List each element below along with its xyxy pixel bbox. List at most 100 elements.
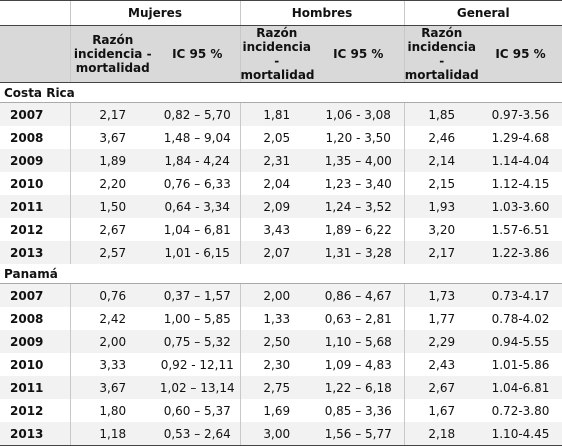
ci-cell: 1.10-4.45 bbox=[479, 422, 562, 446]
ratio-cell: 2,57 bbox=[69, 241, 155, 264]
ratio-cell: 2,18 bbox=[403, 422, 479, 446]
ratio-cell: 2,00 bbox=[239, 283, 313, 307]
ratio-cell: 3,20 bbox=[403, 218, 479, 241]
ratio-cell: 1,33 bbox=[239, 307, 313, 330]
sub-header-ratio: Razón incidencia - mortalidad bbox=[403, 25, 479, 83]
ratio-cell: 1,18 bbox=[69, 422, 155, 446]
ci-cell: 0.78-4.02 bbox=[479, 307, 562, 330]
ci-cell: 0,63 – 2,81 bbox=[313, 307, 404, 330]
ratio-cell: 1,80 bbox=[69, 399, 155, 422]
ci-cell: 1,23 – 3,40 bbox=[313, 172, 404, 195]
ci-cell: 1.01-5.86 bbox=[479, 353, 562, 376]
table-body: Costa Rica 2007 2,17 0,82 – 5,70 1,81 1,06 - … bbox=[0, 82, 562, 446]
ci-cell: 1,56 – 5,77 bbox=[313, 422, 404, 446]
ci-cell: 1,04 – 6,81 bbox=[155, 218, 240, 241]
ci-cell: 0.73-4.17 bbox=[479, 283, 562, 307]
ratio-cell: 2,31 bbox=[239, 149, 313, 172]
ci-cell: 1,02 – 13,14 bbox=[155, 376, 240, 399]
table-row: 2008 2,42 1,00 – 5,85 1,33 0,63 – 2,81 1,77 0.… bbox=[0, 307, 562, 330]
ci-cell: 0,53 – 2,64 bbox=[155, 422, 240, 446]
ci-cell: 0,92 - 12,11 bbox=[155, 353, 240, 376]
year-cell: 2011 bbox=[0, 376, 70, 399]
table-row: 2012 1,80 0,60 – 5,37 1,69 0,85 – 3,36 1,67 0.… bbox=[0, 399, 562, 422]
ratio-cell: 3,33 bbox=[69, 353, 155, 376]
table-row: 2009 1,89 1,84 - 4,24 2,31 1,35 – 4,00 2,14 1.… bbox=[0, 149, 562, 172]
sub-header-ic: IC 95 % bbox=[155, 25, 240, 83]
ratio-cell: 2,67 bbox=[403, 376, 479, 399]
year-cell: 2013 bbox=[0, 422, 70, 446]
ratio-cell: 1,89 bbox=[69, 149, 155, 172]
year-cell: 2009 bbox=[0, 149, 70, 172]
ci-cell: 0,76 – 6,33 bbox=[155, 172, 240, 195]
ci-cell: 1,20 - 3,50 bbox=[313, 126, 404, 149]
group-header-hombres: Hombres bbox=[239, 0, 404, 26]
ratio-cell: 3,00 bbox=[239, 422, 313, 446]
ratio-cell: 2,20 bbox=[69, 172, 155, 195]
table-row: 2013 1,18 0,53 – 2,64 3,00 1,56 – 5,77 2,18 1.… bbox=[0, 422, 562, 446]
table-row: 2007 2,17 0,82 – 5,70 1,81 1,06 - 3,08 1,85 0.… bbox=[0, 102, 562, 126]
sub-header-ic: IC 95 % bbox=[313, 25, 404, 83]
ci-cell: 0,86 – 4,67 bbox=[313, 283, 404, 307]
ci-cell: 1.57-6.51 bbox=[479, 218, 562, 241]
ratio-cell: 3,43 bbox=[239, 218, 313, 241]
ci-cell: 1,22 – 6,18 bbox=[313, 376, 404, 399]
ratio-cell: 1,67 bbox=[403, 399, 479, 422]
table-row: 2013 2,57 1,01 - 6,15 2,07 1,31 – 3,28 2,17 1.… bbox=[0, 241, 562, 264]
ratio-cell: 2,43 bbox=[403, 353, 479, 376]
ratio-cell: 1,69 bbox=[239, 399, 313, 422]
ci-cell: 0,64 - 3,34 bbox=[155, 195, 240, 218]
ratio-cell: 2,46 bbox=[403, 126, 479, 149]
ratio-cell: 2,42 bbox=[69, 307, 155, 330]
table-row: 2010 3,33 0,92 - 12,11 2,30 1,09 – 4,83 2,43 1… bbox=[0, 353, 562, 376]
sub-header-ic: IC 95 % bbox=[479, 25, 562, 83]
ci-cell: 1.12-4.15 bbox=[479, 172, 562, 195]
ci-cell: 0,60 – 5,37 bbox=[155, 399, 240, 422]
ratio-cell: 2,17 bbox=[403, 241, 479, 264]
ratio-cell: 1,93 bbox=[403, 195, 479, 218]
section-row: Costa Rica bbox=[0, 82, 562, 103]
section-row: Panamá bbox=[0, 264, 562, 284]
ci-cell: 1,24 – 3,52 bbox=[313, 195, 404, 218]
ci-cell: 0,85 – 3,36 bbox=[313, 399, 404, 422]
ratio-cell: 2,07 bbox=[239, 241, 313, 264]
ratio-cell: 2,30 bbox=[239, 353, 313, 376]
year-cell: 2013 bbox=[0, 241, 70, 264]
ci-cell: 1,00 – 5,85 bbox=[155, 307, 240, 330]
table-row: 2007 0,76 0,37 – 1,57 2,00 0,86 – 4,67 1,73 0.… bbox=[0, 283, 562, 307]
year-cell: 2010 bbox=[0, 172, 70, 195]
table-row: 2009 2,00 0,75 – 5,32 2,50 1,10 – 5,68 2,29 0.… bbox=[0, 330, 562, 353]
ratio-cell: 1,85 bbox=[403, 102, 479, 126]
section-title: Panamá bbox=[0, 264, 562, 284]
ratio-cell: 1,73 bbox=[403, 283, 479, 307]
ratio-cell: 1,77 bbox=[403, 307, 479, 330]
ci-cell: 0,75 – 5,32 bbox=[155, 330, 240, 353]
year-cell: 2008 bbox=[0, 126, 70, 149]
ci-cell: 1,10 – 5,68 bbox=[313, 330, 404, 353]
ratio-cell: 1,50 bbox=[69, 195, 155, 218]
ci-cell: 0,82 – 5,70 bbox=[155, 102, 240, 126]
ci-cell: 1.04-6.81 bbox=[479, 376, 562, 399]
sub-header-ratio: Razón incidencia - mortalidad bbox=[69, 25, 155, 83]
year-cell: 2007 bbox=[0, 283, 70, 307]
sub-header-ratio: Razón incidencia - mortalidad bbox=[239, 25, 315, 83]
group-header-general: General bbox=[403, 0, 562, 26]
ci-cell: 1,06 - 3,08 bbox=[313, 102, 404, 126]
year-cell: 2008 bbox=[0, 307, 70, 330]
section-title: Costa Rica bbox=[0, 82, 562, 103]
ci-cell: 0.72-3.80 bbox=[479, 399, 562, 422]
ratio-cell: 2,17 bbox=[69, 102, 155, 126]
ratio-cell: 2,05 bbox=[239, 126, 313, 149]
ci-cell: 1,89 – 6,22 bbox=[313, 218, 404, 241]
sub-header-corner bbox=[0, 25, 70, 83]
ratio-cell: 2,75 bbox=[239, 376, 313, 399]
ratio-cell: 2,04 bbox=[239, 172, 313, 195]
ci-cell: 1.14-4.04 bbox=[479, 149, 562, 172]
ci-cell: 1,48 – 9,04 bbox=[155, 126, 240, 149]
ratio-cell: 2,67 bbox=[69, 218, 155, 241]
ci-cell: 1,01 - 6,15 bbox=[155, 241, 240, 264]
table-row: 2010 2,20 0,76 – 6,33 2,04 1,23 – 3,40 2,15 1.… bbox=[0, 172, 562, 195]
year-cell: 2009 bbox=[0, 330, 70, 353]
ci-cell: 1.03-3.60 bbox=[479, 195, 562, 218]
ci-cell: 0.97-3.56 bbox=[479, 102, 562, 126]
ratio-cell: 2,15 bbox=[403, 172, 479, 195]
